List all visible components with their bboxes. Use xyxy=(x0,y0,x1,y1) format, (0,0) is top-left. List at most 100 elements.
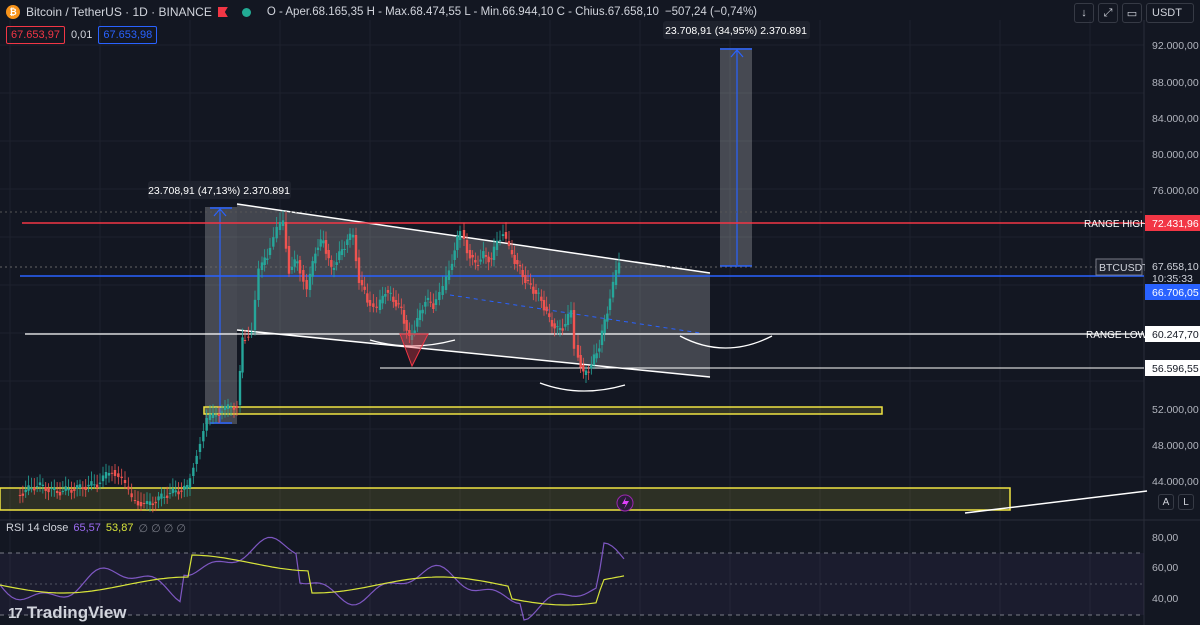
yellow-zone-lower[interactable] xyxy=(0,487,1011,511)
trendline-bottom[interactable] xyxy=(964,490,1148,514)
lightning-glyph xyxy=(622,497,629,509)
candle-body xyxy=(465,240,469,254)
flag-icon[interactable] xyxy=(217,7,228,17)
support-tag: 56.596,55 xyxy=(1145,360,1200,376)
candle-body xyxy=(360,280,364,286)
candle-body xyxy=(438,292,441,300)
candle-body xyxy=(354,235,358,262)
candle-body xyxy=(492,246,496,260)
candle-body xyxy=(253,299,257,330)
candle-body xyxy=(151,503,155,505)
candle-body xyxy=(416,317,419,327)
candle-body xyxy=(324,240,328,254)
candle-body xyxy=(260,262,264,270)
download-icon[interactable]: ↓ xyxy=(1074,3,1094,23)
symbol-header: ₿ Bitcoin / TetherUS · 1D · BINANCE O - … xyxy=(6,4,757,20)
measure-box-left[interactable] xyxy=(205,207,237,424)
candle-body xyxy=(603,319,606,334)
expand-icon[interactable]: ⤢ xyxy=(1098,3,1118,23)
candle-body xyxy=(405,320,408,331)
sell-button[interactable]: 67.653,97 xyxy=(6,26,65,44)
head-marker xyxy=(399,333,429,368)
candle-body xyxy=(263,257,266,265)
auto-scale-button[interactable]: A xyxy=(1158,494,1174,510)
candle-body xyxy=(606,313,609,322)
candle-body xyxy=(171,488,175,494)
candle-body xyxy=(408,330,411,337)
candle-body xyxy=(389,292,392,294)
candle-body xyxy=(576,345,580,358)
candle-body xyxy=(180,490,183,492)
candle-body xyxy=(101,475,105,482)
candle-body xyxy=(498,239,502,241)
candle-body xyxy=(78,484,82,488)
measure-tooltip-right-bg xyxy=(663,21,810,39)
candle-body xyxy=(479,259,482,262)
candle-body xyxy=(70,489,73,493)
candle-body xyxy=(142,503,146,504)
candle-body xyxy=(165,495,169,498)
price-tick: 48.000,00 xyxy=(1152,440,1199,452)
arrow-up-icon xyxy=(213,208,227,217)
candle-body xyxy=(33,487,36,491)
currency-select[interactable]: USDT xyxy=(1146,3,1194,23)
candle-body xyxy=(381,295,384,304)
wedge-lower-line[interactable] xyxy=(236,329,711,378)
candle-body xyxy=(24,489,27,493)
candle-body xyxy=(47,488,50,493)
svg-text:56.596,55: 56.596,55 xyxy=(1152,363,1199,375)
rsi-title[interactable]: RSI 14 close xyxy=(6,522,69,534)
candle-body xyxy=(293,259,296,267)
rsi-tick-80: 80,00 xyxy=(1152,532,1178,544)
symbol-title[interactable]: Bitcoin / TetherUS · 1D · BINANCE xyxy=(26,5,212,19)
price-tick: 52.000,00 xyxy=(1152,404,1199,416)
wedge-upper-line[interactable] xyxy=(236,203,711,274)
candle-body xyxy=(73,489,76,491)
log-scale-button[interactable]: L xyxy=(1178,494,1194,510)
candle-body xyxy=(592,354,596,365)
ohlc-values: O - Aper.68.165,35 H - Max.68.474,55 L -… xyxy=(266,6,659,18)
current-price-tag: 67.658,10 10:35:33 xyxy=(1145,258,1200,285)
measure-box-right[interactable] xyxy=(720,48,752,266)
candle-body xyxy=(319,239,322,247)
candle-body xyxy=(542,300,546,311)
rsi-legend: RSI 14 close 65,57 53,87 ∅ ∅ ∅ ∅ xyxy=(6,522,186,535)
candle-body xyxy=(566,313,570,325)
candle-body xyxy=(27,485,30,491)
measure-tooltip-left: 23.708,91 (47,13%) 2.370.891 xyxy=(148,185,290,197)
price-axis[interactable]: 92.000,00 88.000,00 84.000,00 80.000,00 76.0… xyxy=(1152,40,1199,488)
tradingview-logo[interactable]: 17 TradingView xyxy=(8,603,127,623)
market-status-icon xyxy=(241,7,251,17)
candle-body xyxy=(311,261,314,277)
candle-body xyxy=(61,491,65,493)
candle-body xyxy=(308,273,312,290)
measure-tooltip-left-bg xyxy=(148,181,291,199)
candle-body xyxy=(220,411,224,413)
candle-body xyxy=(468,250,472,259)
candle-body xyxy=(572,310,576,349)
candle-body xyxy=(375,306,378,308)
range-low-label: RANGE LOW xyxy=(1086,330,1148,341)
candle-body xyxy=(524,275,527,284)
candle-body xyxy=(268,247,272,255)
candle-body xyxy=(241,337,244,373)
candles xyxy=(18,210,621,513)
screenshot-icon[interactable]: ▭ xyxy=(1122,3,1142,23)
candle-body xyxy=(67,488,70,491)
candle-body xyxy=(346,239,349,245)
candle-body xyxy=(238,370,242,405)
wedge-pattern[interactable] xyxy=(237,204,710,377)
yellow-zone-upper[interactable] xyxy=(203,406,883,415)
candle-body xyxy=(287,246,291,274)
candle-body xyxy=(232,407,236,410)
candle-body xyxy=(316,247,320,250)
candle-body xyxy=(217,414,221,416)
grid xyxy=(0,20,1144,620)
candle-body xyxy=(275,226,278,239)
candle-body xyxy=(402,310,406,324)
candle-body xyxy=(617,262,621,274)
svg-text:66.706,05: 66.706,05 xyxy=(1152,287,1199,299)
buy-button[interactable]: 67.653,98 xyxy=(98,26,158,44)
candle-body xyxy=(587,371,590,373)
